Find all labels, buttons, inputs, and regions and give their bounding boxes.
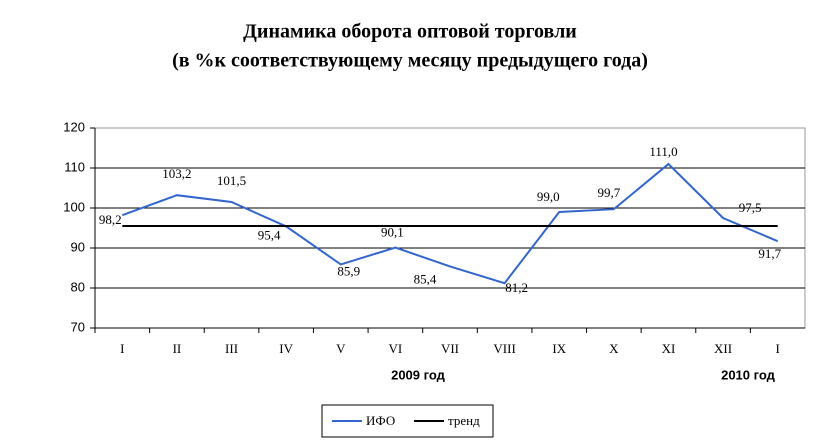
y-tick-label: 70 (71, 319, 85, 334)
x-tick-label: VIII (493, 341, 515, 356)
data-label: 95,4 (258, 227, 281, 242)
year-label: 2009 год (391, 367, 446, 382)
x-tick-label: I (120, 341, 124, 356)
chart-title: Динамика оборота оптовой торговли (243, 21, 577, 43)
legend-label: тренд (448, 413, 480, 428)
data-label: 90,1 (381, 225, 404, 240)
data-label: 97,5 (739, 200, 762, 215)
x-tick-label: XII (714, 341, 732, 356)
x-tick-label: VII (441, 341, 459, 356)
y-tick-label: 90 (71, 239, 85, 254)
y-tick-label: 120 (63, 119, 85, 134)
series-line (121, 162, 779, 285)
data-label: 85,4 (414, 271, 437, 286)
x-tick-label: III (225, 341, 238, 356)
plot-area (94, 127, 806, 329)
data-label: 91,7 (758, 246, 781, 261)
x-tick-label: XI (662, 341, 676, 356)
data-label: 99,7 (597, 185, 620, 200)
chart-subtitle: (в %к соответствующему месяцу предыдущег… (172, 50, 648, 72)
legend-label: ИФО (366, 413, 395, 428)
x-tick-label: VI (389, 341, 403, 356)
x-tick-label: IX (552, 341, 566, 356)
y-tick-label: 100 (63, 199, 85, 214)
data-label: 101,5 (217, 173, 246, 188)
x-tick-label: IV (279, 341, 293, 356)
data-label: 103,2 (162, 166, 191, 181)
x-tick-label: I (776, 341, 780, 356)
data-label: 98,2 (99, 212, 122, 227)
y-tick-label: 110 (64, 159, 85, 174)
y-tick-label: 80 (71, 279, 85, 294)
x-tick-label: V (336, 341, 346, 356)
x-tick-label: II (173, 341, 182, 356)
data-label: 85,9 (337, 263, 360, 278)
data-label: 111,0 (649, 144, 677, 159)
data-label: 99,0 (537, 189, 560, 204)
data-label: 81,2 (505, 280, 528, 295)
x-tick-label: X (609, 341, 619, 356)
year-label: 2010 год (721, 367, 776, 382)
